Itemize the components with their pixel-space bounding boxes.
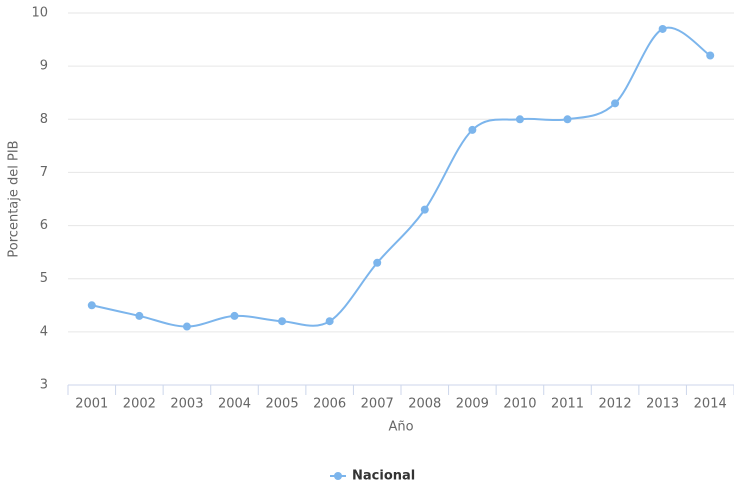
x-tick-label: 2014 xyxy=(694,397,727,412)
point-marker xyxy=(373,258,382,267)
point-marker xyxy=(135,311,144,320)
x-tick-label: 2003 xyxy=(170,397,203,412)
point-marker xyxy=(420,205,429,214)
x-tick-label: 2009 xyxy=(456,397,489,412)
x-tick-label: 2011 xyxy=(551,397,584,412)
legend-symbol-marker xyxy=(334,472,342,480)
series-line xyxy=(91,26,711,328)
x-tick-label: 2008 xyxy=(408,397,441,412)
y-tick-label: 6 xyxy=(40,218,48,233)
legend-label: Nacional xyxy=(352,469,415,484)
y-tick-label: 5 xyxy=(40,271,48,286)
y-tick-label: 7 xyxy=(40,165,48,180)
x-tick-label: 2012 xyxy=(599,397,632,412)
x-tick-label: 2002 xyxy=(123,397,156,412)
x-tick-label: 2013 xyxy=(646,397,679,412)
y-axis-title: Porcentaje del PIB xyxy=(7,140,22,257)
x-tick-label: 2006 xyxy=(313,397,346,412)
point-marker xyxy=(515,115,524,124)
point-marker xyxy=(230,311,239,320)
y-tick-label: 3 xyxy=(40,378,48,393)
point-marker xyxy=(278,317,287,326)
point-marker xyxy=(611,99,620,108)
y-tick-label: 10 xyxy=(31,6,48,21)
x-tick-label: 2001 xyxy=(75,397,108,412)
x-tick-label: 2007 xyxy=(361,397,394,412)
x-tick-label: 2005 xyxy=(266,397,299,412)
point-marker xyxy=(563,115,572,124)
point-marker xyxy=(325,317,334,326)
y-tick-label: 4 xyxy=(40,324,48,339)
point-marker xyxy=(87,301,96,310)
x-tick-label: 2004 xyxy=(218,397,251,412)
point-marker xyxy=(706,51,715,60)
x-tick-label: 2010 xyxy=(503,397,536,412)
y-tick-label: 8 xyxy=(40,112,48,127)
x-axis-title: Año xyxy=(388,420,413,435)
point-marker xyxy=(468,125,477,134)
y-tick-label: 9 xyxy=(40,59,48,74)
point-marker xyxy=(658,24,667,33)
point-marker xyxy=(182,322,191,331)
